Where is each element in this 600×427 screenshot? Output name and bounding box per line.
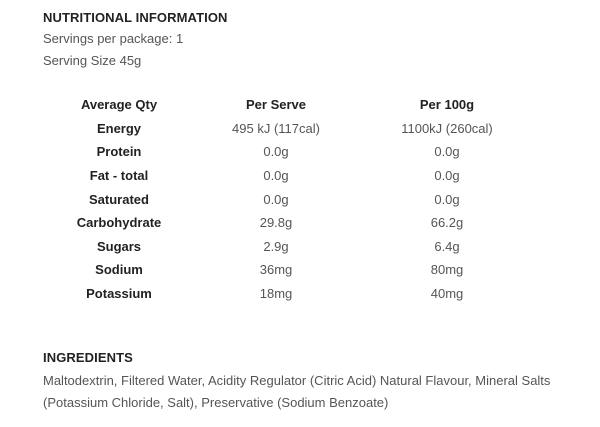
table-row: Protein 0.0g 0.0g [60,140,520,164]
row-label-carbohydrate: Carbohydrate [76,215,162,231]
serving-size: Serving Size 45g [43,53,142,68]
fat-total-per-serve: 0.0g [263,168,289,184]
row-label-sugars: Sugars [96,238,142,254]
protein-per-serve: 0.0g [263,144,289,160]
row-label-protein: Protein [96,144,142,160]
servings-per-package: Servings per package: 1 [43,31,184,46]
fat-total-per-100g: 0.0g [434,168,460,184]
energy-per-serve: 495 kJ (117cal) [232,120,320,136]
row-label-potassium: Potassium [86,286,152,302]
potassium-per-100g: 40mg [430,286,464,302]
carbohydrate-per-serve: 29.8g [259,215,293,231]
table-row: Sugars 2.9g 6.4g [60,235,520,259]
row-label-saturated: Saturated [89,191,149,207]
protein-per-100g: 0.0g [434,144,460,160]
energy-per-100g: 1100kJ (260cal) [401,120,493,136]
sodium-per-100g: 80mg [430,262,464,278]
row-label-fat-total: Fat - total [89,168,149,184]
potassium-per-serve: 18mg [259,286,293,302]
nutrition-table: Average Qty Per Serve Per 100g Energy 49… [60,93,520,305]
sugars-per-100g: 6.4g [434,238,460,254]
nutrition-title: NUTRITIONAL INFORMATION [43,10,228,25]
table-row: Fat - total 0.0g 0.0g [60,164,520,188]
header-per-100g: Per 100g [419,97,475,113]
header-average-qty: Average Qty [80,97,158,113]
table-row: Energy 495 kJ (117cal) 1100kJ (260cal) [60,117,520,141]
table-row: Potassium 18mg 40mg [60,282,520,306]
sugars-per-serve: 2.9g [263,238,289,254]
nutrition-header-row: Average Qty Per Serve Per 100g [60,93,520,117]
header-per-serve: Per Serve [246,97,306,113]
table-row: Carbohydrate 29.8g 66.2g [60,211,520,235]
saturated-per-serve: 0.0g [263,191,289,207]
sodium-per-serve: 36mg [259,262,293,278]
table-row: Saturated 0.0g 0.0g [60,187,520,211]
ingredients-title: INGREDIENTS [43,350,133,365]
ingredients-text: Maltodextrin, Filtered Water, Acidity Re… [43,373,551,410]
table-row: Sodium 36mg 80mg [60,258,520,282]
saturated-per-100g: 0.0g [434,191,460,207]
row-label-sodium: Sodium [95,262,143,278]
row-label-energy: Energy [96,120,142,136]
carbohydrate-per-100g: 66.2g [430,215,464,231]
